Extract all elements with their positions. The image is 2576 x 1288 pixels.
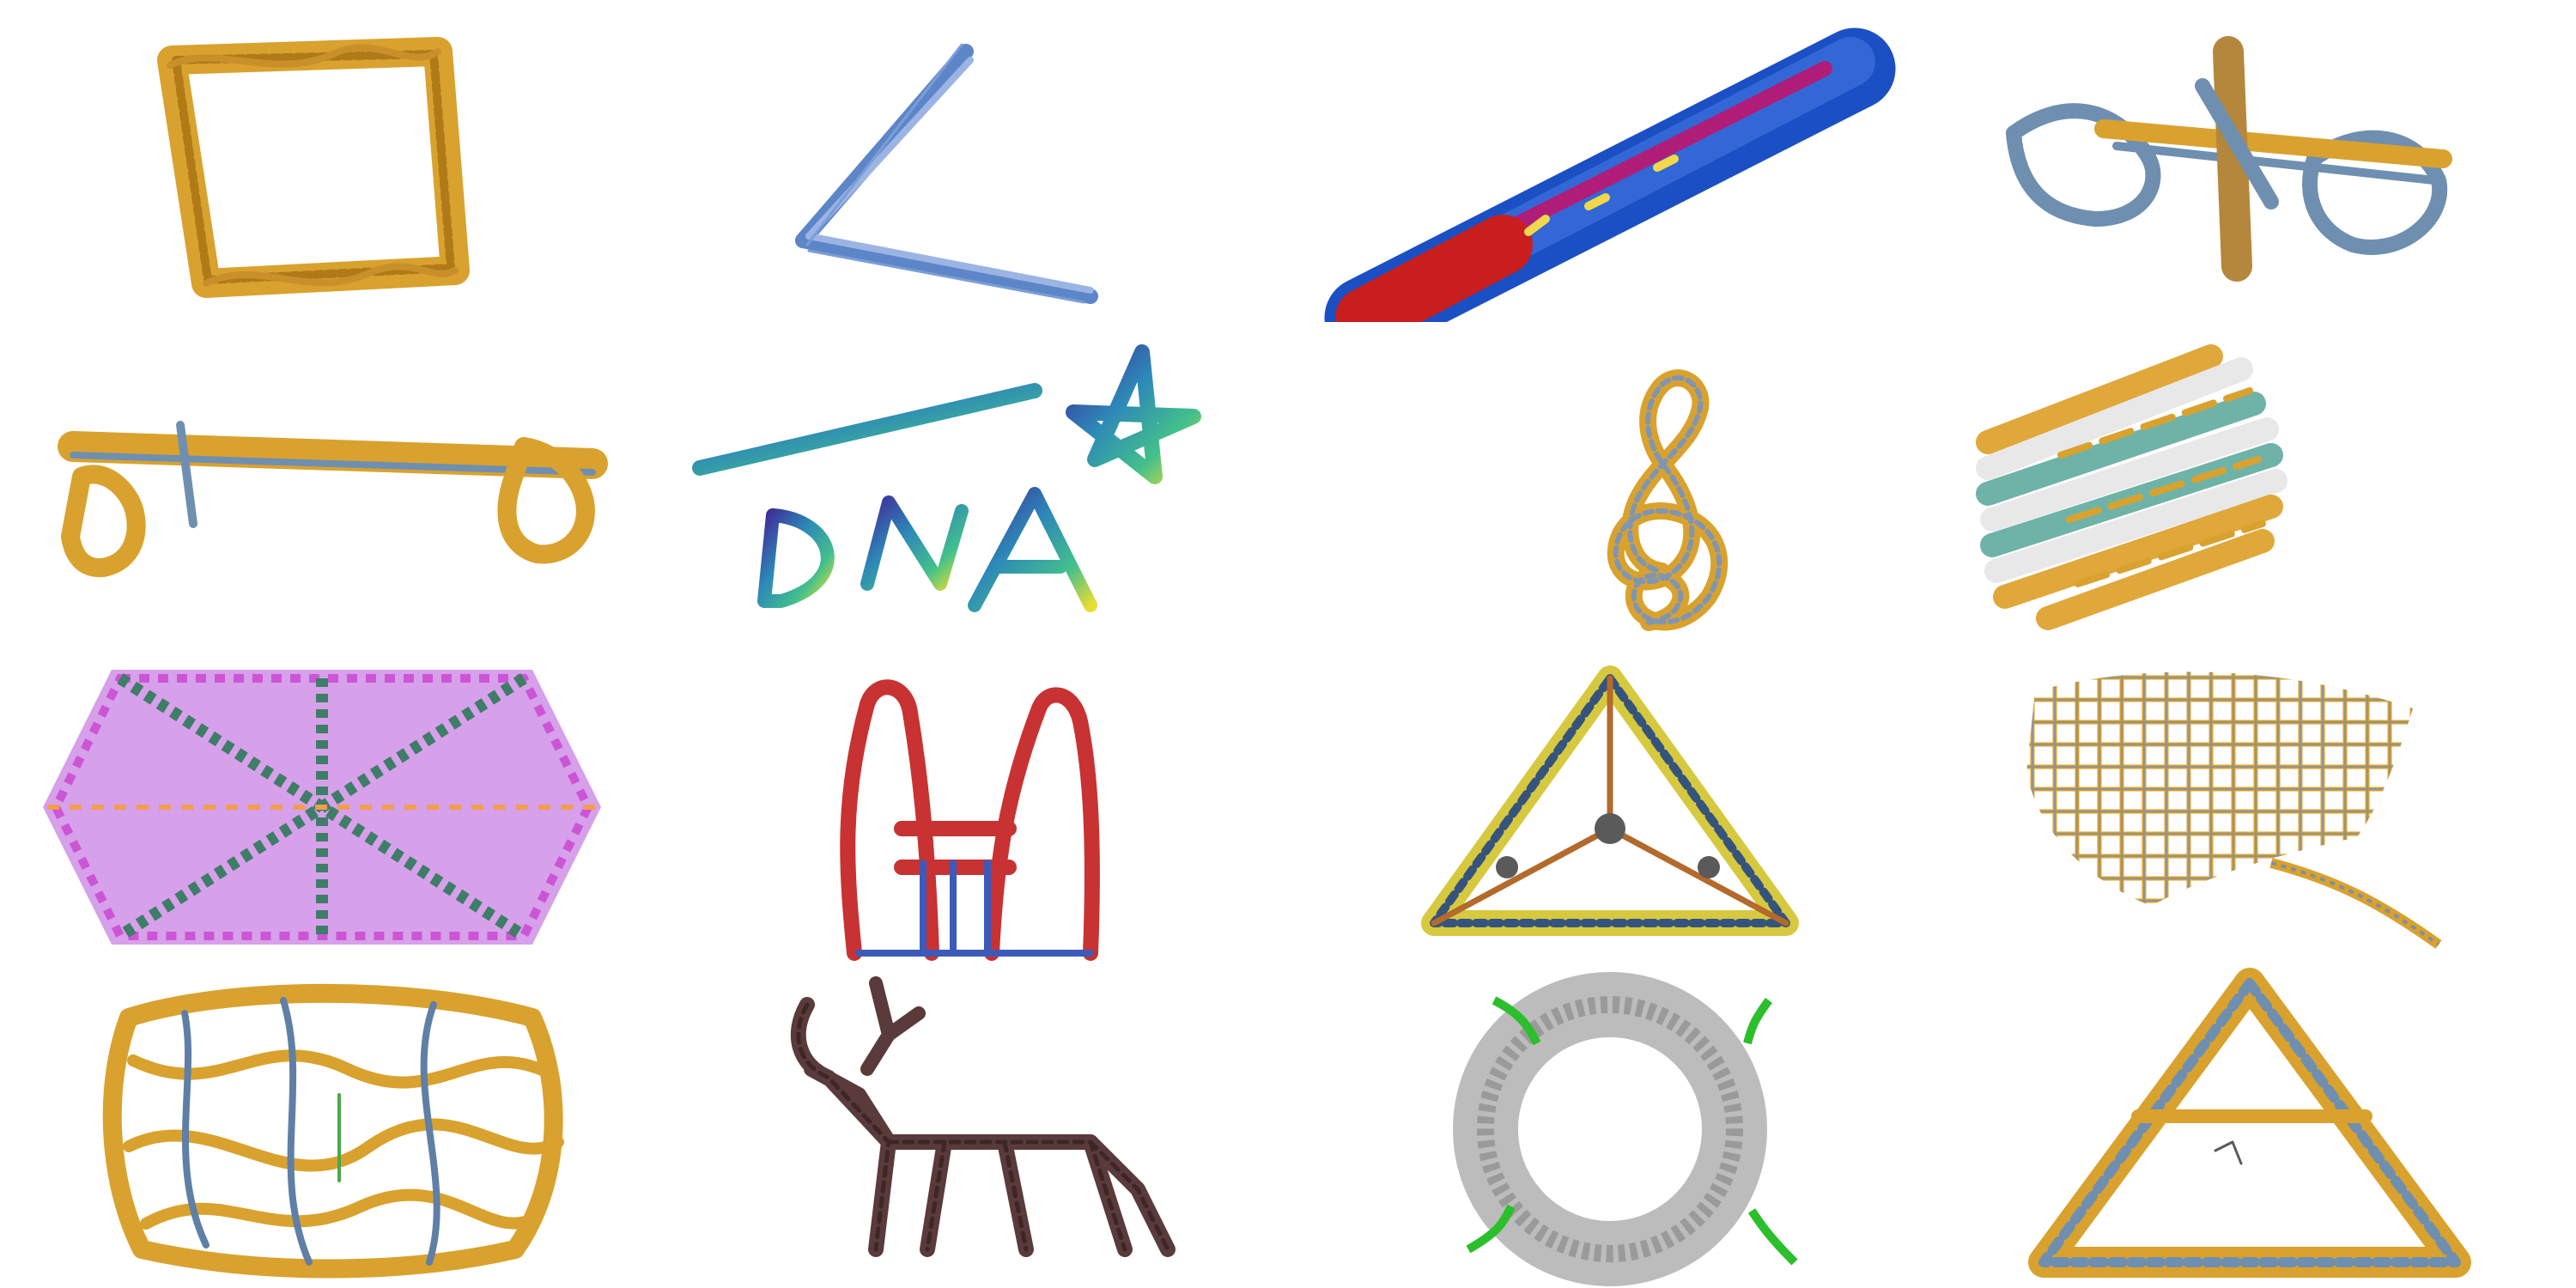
tile-tetrahedron — [1288, 644, 1932, 966]
tile-dna-star — [644, 322, 1288, 644]
tile-square-frame — [0, 0, 644, 322]
tile-long-bundle — [0, 322, 644, 644]
tile-winged-bundle — [1932, 0, 2576, 322]
triangle-frame-illustration — [1932, 966, 2576, 1288]
treble-clef-illustration — [1288, 322, 1932, 644]
tetrahedron-illustration — [1288, 644, 1932, 966]
tile-triangle-frame — [1932, 966, 2576, 1288]
winged-bundle-illustration — [1932, 0, 2576, 322]
dna-star-illustration — [644, 322, 1288, 644]
arch-structure-illustration — [644, 644, 1288, 966]
v-bundle-illustration — [644, 0, 1288, 322]
tile-v-bundle — [644, 0, 1288, 322]
tile-woven-cage — [0, 966, 644, 1288]
tile-hexagonal-lattice — [0, 644, 644, 966]
deer-outline-illustration — [644, 966, 1288, 1288]
helix-bundle-illustration — [1288, 0, 1932, 322]
tile-deer-outline — [644, 966, 1288, 1288]
mesh-sheet-illustration — [1932, 644, 2576, 966]
hexagonal-lattice-illustration — [0, 644, 644, 966]
cylinder-bundle-illustration — [1932, 322, 2576, 644]
tile-mesh-sheet — [1932, 644, 2576, 966]
tile-ring — [1288, 966, 1932, 1288]
woven-cage-illustration — [0, 966, 644, 1288]
tile-helix-bundle — [1288, 0, 1932, 322]
tile-treble-clef — [1288, 322, 1932, 644]
ring-illustration — [1288, 966, 1932, 1288]
tile-arch-structure — [644, 644, 1288, 966]
long-bundle-illustration — [0, 322, 644, 644]
square-frame-illustration — [0, 0, 644, 322]
tile-cylinder-bundle — [1932, 322, 2576, 644]
